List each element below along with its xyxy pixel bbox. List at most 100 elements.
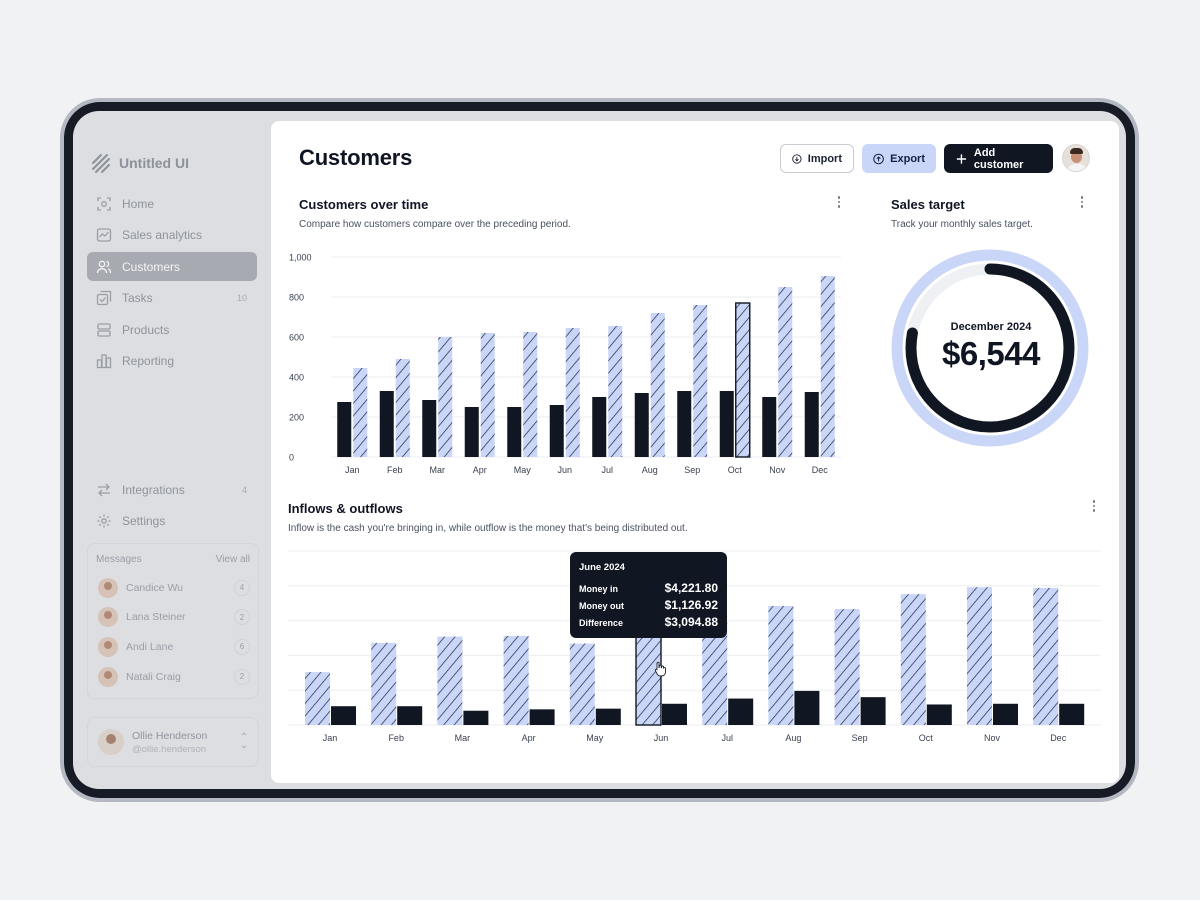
avatar	[98, 636, 118, 657]
sidebar-item-settings[interactable]: Settings	[87, 507, 257, 536]
sidebar-item-tasks[interactable]: Tasks 10	[87, 284, 257, 313]
add-customer-button[interactable]: Add customer	[944, 144, 1053, 173]
user-account-switcher[interactable]: Ollie Henderson @ollie.henderson ⌃ ⌄	[87, 717, 259, 767]
message-item[interactable]: Candice Wu 4	[96, 573, 250, 603]
message-sender: Natali Craig	[126, 670, 181, 683]
flows-chart-menu-button[interactable]	[1089, 499, 1099, 513]
x-tick-label: Apr	[522, 733, 536, 743]
bar-money-out[interactable]	[662, 703, 687, 725]
x-tick-label: Mar	[455, 733, 471, 743]
bar-money-in[interactable]	[305, 672, 330, 725]
add-customer-label: Add customer	[973, 146, 1024, 171]
gear-icon	[97, 514, 111, 528]
bar-current[interactable]	[762, 397, 777, 457]
x-tick-label: Jul	[721, 733, 733, 743]
bar-previous[interactable]	[650, 313, 665, 457]
message-item[interactable]: Natali Craig 2	[96, 662, 250, 692]
sidebar-item-reporting[interactable]: Reporting	[87, 347, 257, 376]
avatar	[98, 607, 118, 628]
tooltip-row: Money out $1,126.92	[579, 598, 718, 615]
bar-money-out[interactable]	[728, 698, 754, 725]
sidebar-item-label: Customers	[122, 259, 181, 274]
bar-current[interactable]	[634, 393, 649, 457]
sidebar-item-products[interactable]: Products	[87, 315, 257, 344]
bar-money-in[interactable]	[1033, 587, 1059, 725]
bar-money-in[interactable]	[569, 643, 595, 725]
bar-previous[interactable]	[523, 332, 538, 457]
flows-chart-title: Inflows & outflows	[288, 501, 403, 516]
bar-money-in[interactable]	[503, 635, 529, 725]
avatar-shirt	[1067, 164, 1087, 171]
x-tick-label: Oct	[728, 465, 743, 475]
x-tick-label: Jun	[557, 465, 572, 475]
integrations-count: 4	[241, 484, 247, 495]
x-tick-label: Jun	[654, 733, 669, 743]
bar-money-out[interactable]	[993, 703, 1018, 725]
bar-previous[interactable]	[438, 337, 453, 457]
bar-previous[interactable]	[565, 328, 580, 457]
bar-money-out[interactable]	[926, 704, 952, 725]
bar-money-out[interactable]	[331, 706, 356, 725]
bar-current[interactable]	[677, 391, 692, 457]
y-tick-label: 800	[289, 293, 304, 303]
chevron-selector-icon: ⌃ ⌄	[239, 732, 248, 751]
x-tick-label: Mar	[430, 465, 446, 475]
bar-current[interactable]	[507, 407, 522, 457]
avatar	[98, 666, 118, 687]
bar-money-out[interactable]	[463, 710, 489, 725]
message-sender: Lana Steiner	[126, 611, 186, 624]
bar-money-out[interactable]	[529, 709, 555, 725]
bar-previous[interactable]	[353, 368, 368, 457]
cursor-hand-icon	[654, 661, 666, 677]
x-tick-label: May	[586, 733, 604, 743]
bar-money-out[interactable]	[397, 706, 423, 725]
bar-current[interactable]	[379, 391, 394, 457]
message-item[interactable]: Andi Lane 6	[96, 632, 250, 662]
sidebar-item-integrations[interactable]: Integrations 4	[87, 475, 257, 504]
import-label: Import	[807, 152, 842, 165]
y-tick-label: 1,000	[289, 253, 312, 263]
bar-previous[interactable]	[778, 287, 793, 457]
bar-current[interactable]	[422, 400, 437, 457]
bar-current[interactable]	[337, 402, 352, 457]
bar-money-out[interactable]	[794, 690, 820, 725]
bar-money-in[interactable]	[635, 632, 662, 726]
bar-previous[interactable]	[735, 302, 751, 458]
bar-previous[interactable]	[820, 276, 835, 457]
line-chart-icon	[96, 228, 112, 242]
bar-previous[interactable]	[395, 359, 410, 457]
bar-money-in[interactable]	[967, 587, 992, 725]
bar-money-in[interactable]	[834, 609, 860, 725]
export-button[interactable]: Export	[862, 144, 936, 173]
upload-circle-icon	[873, 153, 884, 164]
bar-current[interactable]	[592, 397, 607, 457]
sidebar-item-customers[interactable]: Customers	[87, 252, 257, 282]
bar-previous[interactable]	[693, 305, 708, 457]
customers-chart-menu-button[interactable]	[834, 195, 844, 209]
bar-money-in[interactable]	[371, 642, 397, 725]
bar-current[interactable]	[804, 392, 819, 457]
sidebar-item-home[interactable]: Home	[87, 189, 257, 218]
bar-money-out[interactable]	[1059, 703, 1085, 725]
bar-money-out[interactable]	[860, 697, 886, 725]
customers-bar-chart: 0 200 400 600 800 1,000 Jan Feb Mar Apr May Jun Jul A…	[289, 253, 841, 475]
sales-target-menu-button[interactable]	[1077, 195, 1087, 209]
import-button[interactable]: Import	[780, 144, 854, 173]
sidebar-item-sales-analytics[interactable]: Sales analytics	[87, 221, 257, 250]
messages-title: Messages	[96, 554, 142, 565]
app-logo[interactable]: Untitled UI	[91, 153, 189, 173]
bar-current[interactable]	[719, 391, 734, 457]
bar-money-out[interactable]	[595, 708, 621, 725]
bar-money-in[interactable]	[437, 636, 463, 725]
bar-money-in[interactable]	[702, 621, 728, 725]
messages-view-all-link[interactable]: View all	[215, 554, 250, 565]
message-item[interactable]: Lana Steiner 2	[96, 603, 250, 633]
tooltip-value: $4,221.80	[664, 581, 718, 595]
bar-current[interactable]	[464, 407, 479, 457]
bar-current[interactable]	[549, 405, 564, 457]
bar-money-in[interactable]	[768, 605, 794, 725]
bar-previous[interactable]	[608, 326, 623, 457]
bar-previous[interactable]	[480, 333, 495, 457]
avatar[interactable]	[1062, 144, 1090, 172]
bar-money-in[interactable]	[900, 594, 926, 725]
